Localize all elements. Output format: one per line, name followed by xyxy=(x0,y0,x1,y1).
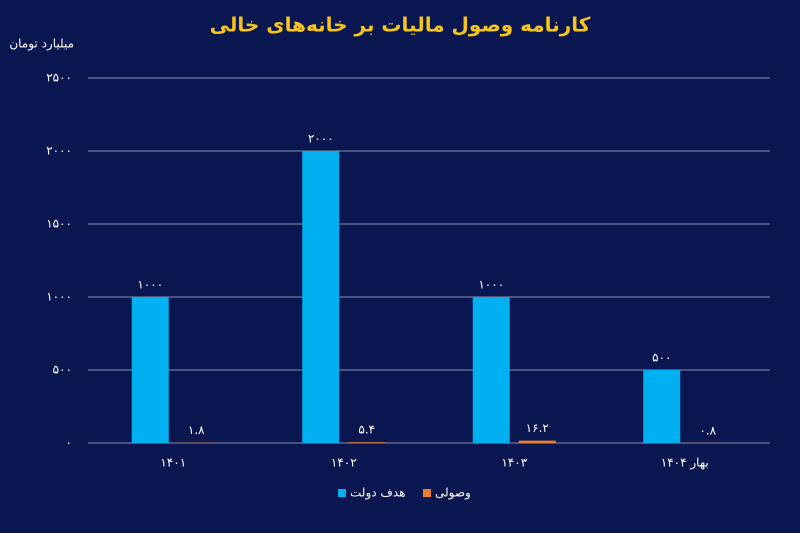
bar xyxy=(302,151,340,443)
value-label: ۱۰۰۰ xyxy=(137,278,163,292)
value-label: ۵.۴ xyxy=(358,423,375,437)
legend-swatch xyxy=(338,489,346,497)
legend-label: هدف دولت xyxy=(350,486,405,501)
value-label: ۱۰۰۰ xyxy=(478,278,504,292)
y-tick-label: ۰ xyxy=(66,436,72,450)
value-label: ۲۰۰۰ xyxy=(308,132,334,146)
y-tick-label: ۲۵۰۰ xyxy=(46,71,72,85)
bar xyxy=(348,442,386,443)
value-label: ۰.۸ xyxy=(699,423,716,437)
value-label: ۱۶.۲ xyxy=(526,421,549,435)
y-tick-label: ۱۵۰۰ xyxy=(46,217,72,231)
y-tick-label: ۲۰۰۰ xyxy=(46,144,72,158)
legend-swatch xyxy=(423,489,431,497)
bar xyxy=(643,370,681,443)
legend-label: وصولی xyxy=(435,486,471,501)
x-tick-label: ۱۴۰۲ xyxy=(331,456,357,470)
chart-title: کارنامه وصول مالیات بر خانه‌های خالی xyxy=(210,13,591,37)
y-tick-label: ۵۰۰ xyxy=(53,363,72,377)
value-label: ۵۰۰ xyxy=(652,351,671,365)
bar xyxy=(518,440,556,443)
x-tick-label: بهار ۱۴۰۴ xyxy=(661,456,709,471)
value-label: ۱.۸ xyxy=(188,423,205,437)
x-tick-label: ۱۴۰۱ xyxy=(160,456,186,470)
y-tick-label: ۱۰۰۰ xyxy=(46,290,72,304)
x-tick-label: ۱۴۰۳ xyxy=(501,456,527,470)
bar xyxy=(131,297,169,443)
y-axis-label: میلیارد تومان xyxy=(9,37,74,52)
bar xyxy=(472,297,510,443)
